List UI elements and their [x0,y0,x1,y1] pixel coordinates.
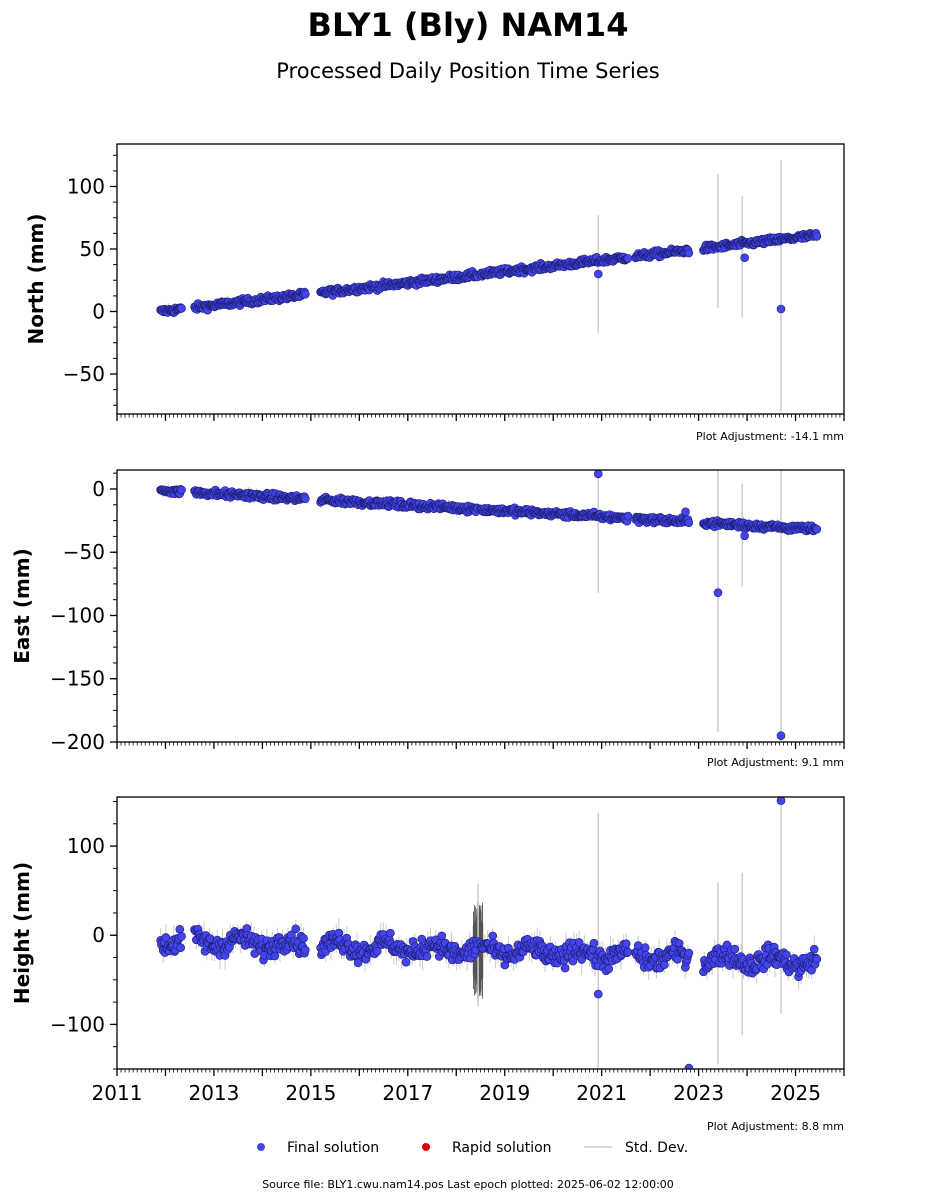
height-xtick-label: 2023 [673,1081,724,1105]
legend-std-label: Std. Dev. [625,1140,688,1156]
height-plot-area [156,797,822,1069]
height-data-point [809,944,819,954]
height-xtick-label: 2015 [285,1081,336,1105]
north-data-point [812,232,822,241]
north-data-point [177,303,186,313]
height-data-point [660,960,669,970]
height-ytick-label: 100 [67,834,105,858]
height-data-point [205,934,215,944]
height-outlier-point [684,1063,694,1069]
east-ytick-label: −100 [50,603,105,627]
height-data-point [488,931,498,941]
height-data-point [684,948,694,958]
height-data-point [574,938,584,947]
east-data-point [301,494,310,504]
height-data-point [299,933,308,943]
legend: Final solution Rapid solution Std. Dev. [257,1140,688,1156]
north-plot-area [156,160,822,412]
legend-rapid-marker [422,1143,430,1151]
height-panel: 100 0 −100 2011 2013 2015 2017 2019 2021 2023 2025… [10,796,845,1133]
east-outlier-point [776,731,786,740]
height-data-point [301,945,310,955]
east-ytick-label: −200 [50,730,105,754]
legend-rapid-label: Rapid solution [452,1140,552,1156]
height-axis-label: Height (mm) [10,862,34,1004]
height-data-point [422,952,432,961]
east-data-point [812,524,822,534]
height-data-point [640,943,650,952]
height-data-point [437,931,447,941]
height-data-point [730,944,740,954]
north-data-point [623,254,633,263]
chart-subtitle: Processed Daily Position Time Series [276,59,660,83]
height-xtick-label: 2021 [576,1081,627,1105]
east-panel: 0 −50 −100 −150 −200 East (mm) Plot Adjustment… [10,469,845,769]
north-ytick-label: 50 [80,237,105,261]
east-plot-adjustment: Plot Adjustment: 9.1 mm [707,756,844,769]
height-xtick-label: 2013 [188,1081,239,1105]
north-data-point [684,248,694,258]
east-outlier-point [593,470,603,479]
source-file-text: Source file: BLY1.cwu.nam14.pos Last epo… [262,1178,674,1191]
height-plot-adjustment: Plot Adjustment: 8.8 mm [707,1120,844,1133]
north-ytick-label: 100 [67,175,105,199]
east-data-point [684,518,694,527]
north-outlier-point [740,253,749,263]
height-data-point [177,932,186,941]
north-plot-adjustment: Plot Adjustment: -14.1 mm [696,430,844,443]
chart-title: BLY1 (Bly) NAM14 [308,6,629,44]
legend-final-marker [257,1143,265,1151]
height-data-point [401,957,411,967]
legend-final-label: Final solution [287,1140,379,1156]
height-data-point [417,934,427,944]
east-plot-area [156,470,822,742]
height-xtick-label: 2025 [770,1081,821,1105]
height-data-point [176,943,185,952]
height-data-point [560,963,570,973]
east-outlier-point [740,531,749,541]
east-data-point [623,511,633,521]
north-data-point [301,289,310,299]
north-outlier-point [593,269,603,279]
height-data-point [589,938,599,948]
height-xtick-label: 2019 [479,1081,530,1105]
height-data-point [161,933,171,942]
height-outlier-point [776,797,786,805]
east-outlier-point [713,588,723,598]
height-data-point [291,924,301,934]
height-data-point [353,958,363,968]
north-axis-label: North (mm) [24,213,48,344]
north-ytick-label: 0 [92,300,105,324]
height-data-point [621,939,631,949]
east-ytick-label: 0 [92,477,105,501]
height-xtick-label: 2011 [92,1081,143,1105]
height-data-point [386,928,395,938]
north-panel: 100 50 0 −50 North (mm) Plot Adjustment: -14.… [24,143,845,443]
east-ytick-label: −50 [63,540,105,564]
north-ytick-label: −50 [63,362,105,386]
height-ytick-label: −100 [50,1012,105,1036]
east-axis-label: East (mm) [10,548,34,664]
height-data-point [604,964,614,974]
east-outlier-point [681,507,690,517]
east-ytick-label: −150 [50,667,105,691]
east-data-point [177,485,186,495]
north-outlier-point [776,304,786,314]
height-data-point [782,950,791,960]
height-ytick-label: 0 [92,923,105,947]
height-data-point [623,947,633,957]
height-data-point [372,946,382,956]
height-data-point [812,954,822,964]
height-data-point [175,924,185,934]
height-outlier-point [593,989,603,999]
height-xtick-label: 2017 [382,1081,433,1105]
